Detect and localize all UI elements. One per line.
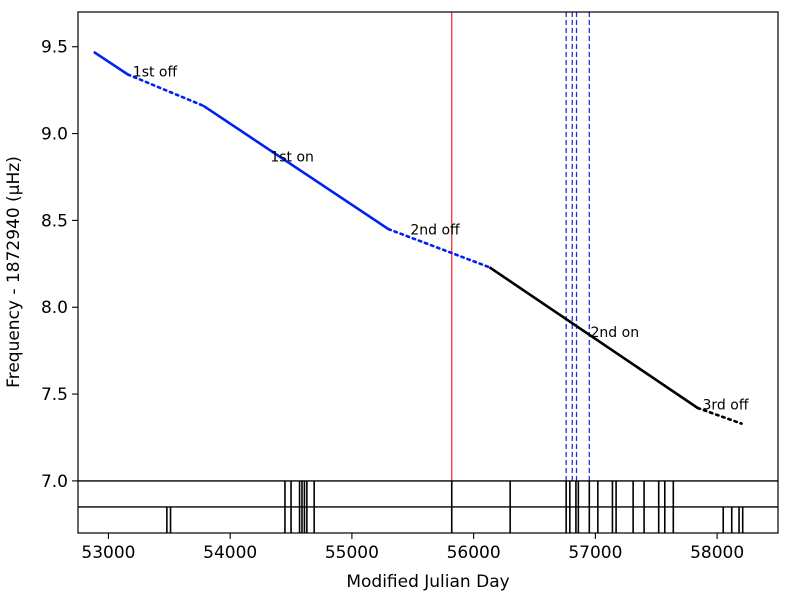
segment-annotation: 2nd off [410, 222, 460, 238]
x-tick-label: 53000 [81, 543, 135, 563]
solid-segment [93, 50, 129, 76]
segment-annotation: 2nd on [591, 325, 640, 341]
x-axis-title: Modified Julian Day [346, 572, 509, 592]
x-tick-label: 58000 [690, 543, 744, 563]
segment-annotations: 1st off 1st on 2nd off 2nd on 3rd off [133, 64, 749, 413]
frequency-series [93, 50, 743, 425]
event-rows [166, 480, 744, 533]
segment-annotation: 3rd off [703, 398, 749, 414]
y-axis-title: Frequency - 1872940 (μHz) [4, 156, 24, 388]
y-axis: 7.0 7.5 8.0 8.5 9.0 9.5 [41, 38, 78, 492]
x-tick-label: 55000 [325, 543, 379, 563]
solid-segment [202, 104, 390, 231]
dotted-segment [387, 227, 491, 269]
x-tick-label: 57000 [568, 543, 622, 563]
vertical-reference-lines [451, 12, 590, 481]
x-tick-label: 56000 [447, 543, 501, 563]
plot-frame [77, 11, 779, 534]
y-tick-label: 8.5 [41, 211, 68, 231]
y-tick-label: 9.5 [41, 38, 68, 58]
y-tick-label: 7.0 [41, 472, 68, 492]
segment-annotation: 1st off [133, 64, 178, 80]
horizontal-reference-lines [78, 480, 778, 508]
dotted-segment [126, 73, 205, 108]
segment-annotation: 1st on [270, 149, 314, 165]
y-tick-label: 7.5 [41, 385, 68, 405]
x-axis: 53000 54000 55000 56000 57000 58000 [81, 533, 744, 563]
solid-segment [488, 266, 699, 410]
x-tick-label: 54000 [203, 543, 257, 563]
dotted-segment [696, 406, 743, 425]
y-tick-label: 9.0 [41, 125, 68, 145]
y-tick-label: 8.0 [41, 298, 68, 318]
